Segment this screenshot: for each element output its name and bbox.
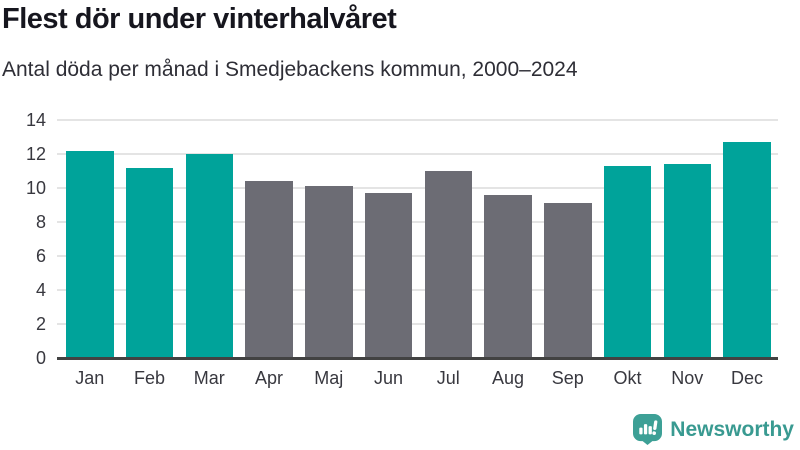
- y-axis-tick-label-10: 10: [25, 178, 46, 198]
- y-axis-tick-label-4: 4: [35, 280, 46, 300]
- y-axis-tick-label-8: 8: [35, 212, 46, 232]
- bar-aug: [484, 194, 532, 358]
- gridline-y6: [57, 255, 778, 257]
- x-axis-label-maj: Maj: [314, 368, 344, 388]
- gridline-y4: [57, 289, 778, 291]
- y-axis-tick-label-12: 12: [25, 144, 46, 164]
- x-axis-line: [57, 356, 778, 360]
- bar-okt: [603, 165, 652, 358]
- x-axis-label-jul: Jul: [436, 368, 460, 388]
- chart-subtitle: Antal döda per månad i Smedjebackens kom…: [2, 58, 578, 81]
- x-axis-label-aug: Aug: [492, 368, 525, 388]
- bar-jul: [424, 171, 473, 358]
- bar-dec: [723, 142, 771, 358]
- bar-nov: [663, 164, 712, 358]
- x-axis-label-mar: Mar: [193, 368, 225, 388]
- x-axis-label-dec: Dec: [731, 368, 764, 388]
- y-axis-tick-label-2: 2: [35, 314, 46, 334]
- x-axis-label-sep: Sep: [551, 368, 584, 388]
- y-axis-tick-label-6: 6: [35, 246, 46, 266]
- bar-feb: [125, 167, 174, 358]
- x-axis-label-apr: Apr: [255, 368, 284, 388]
- gridline-y14: [57, 119, 778, 121]
- bar-mar: [185, 154, 234, 358]
- bar-jun: [364, 193, 413, 358]
- newsworthy-logo-icon: [633, 414, 663, 445]
- y-axis-tick-label-0: 0: [35, 348, 46, 368]
- bar-apr: [245, 181, 293, 358]
- chart-title: Flest dör under vinterhalvåret: [2, 3, 397, 35]
- newsworthy-logo-text: Newsworthy: [670, 417, 794, 441]
- bar-maj: [305, 186, 353, 358]
- bar-jan: [66, 150, 114, 358]
- bar-sep: [544, 203, 592, 358]
- x-axis-label-feb: Feb: [134, 368, 166, 388]
- gridline-y10: [57, 187, 778, 189]
- x-axis-label-jun: Jun: [374, 368, 404, 388]
- gridline-y2: [57, 323, 778, 325]
- x-axis-label-okt: Okt: [613, 368, 642, 388]
- x-axis-label-nov: Nov: [671, 368, 704, 388]
- gridline-y8: [57, 221, 778, 223]
- y-axis-tick-label-14: 14: [25, 110, 46, 130]
- gridline-y12: [57, 153, 778, 155]
- x-axis-label-jan: Jan: [75, 368, 105, 388]
- newsworthy-logo[interactable]: Newsworthy: [633, 414, 794, 445]
